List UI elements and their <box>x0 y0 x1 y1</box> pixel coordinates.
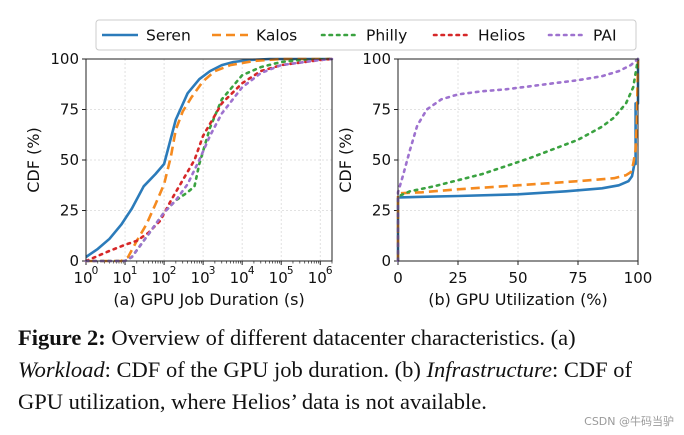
series-line-kalos <box>86 57 332 263</box>
x-tick-label: 75 <box>568 269 587 287</box>
plot-frame <box>85 58 333 262</box>
plot-frame <box>397 58 639 262</box>
legend-label-helios: Helios <box>478 27 525 45</box>
caption-infrastructure: Infrastructure <box>426 357 552 382</box>
x-tick-label: 100 <box>624 269 653 287</box>
x-tick-exponent: 1 <box>131 265 138 277</box>
x-axis-label: (b) GPU Utilization (%) <box>428 290 608 309</box>
legend-label-pai: PAI <box>593 27 617 45</box>
caption-part1: Overview of different datacenter charact… <box>105 325 576 350</box>
series-line-philly <box>396 57 640 263</box>
y-axis-label: CDF (%) <box>24 127 43 192</box>
y-tick-label: 50 <box>372 151 391 169</box>
x-tick-label: 25 <box>448 269 467 287</box>
caption-label: Figure 2: <box>18 325 106 350</box>
x-tick-exponent: 3 <box>209 265 216 277</box>
x-axis-label: (a) GPU Job Duration (s) <box>113 290 304 309</box>
x-tick-exponent: 5 <box>287 265 294 277</box>
x-tick-label: 10 <box>73 269 92 287</box>
legend-box <box>95 19 637 51</box>
x-tick-label: 10 <box>230 269 249 287</box>
y-tick-label: 100 <box>50 50 79 68</box>
x-tick-label: 10 <box>308 269 327 287</box>
x-tick-label: 10 <box>269 269 288 287</box>
caption-part2: : CDF of the GPU job duration. (b) <box>104 357 427 382</box>
legend-label-seren: Seren <box>146 27 191 45</box>
panel-b-gpu-utilization: 0 25 50 75 100 0 25 50 75 100 CDF (%) (b) GPU Utili… <box>336 50 652 309</box>
x-tick-exponent: 0 <box>92 265 99 277</box>
y-tick-label: 25 <box>372 202 391 220</box>
x-tick-label: 10 <box>152 269 171 287</box>
y-tick-label: 100 <box>362 50 391 68</box>
legend-label-kalos: Kalos <box>256 27 297 45</box>
y-tick-label: 75 <box>60 101 79 119</box>
x-tick-exponent: 4 <box>248 265 255 277</box>
x-tick-label: 10 <box>112 269 131 287</box>
series-line-seren <box>85 57 332 259</box>
x-tick-exponent: 2 <box>170 265 177 277</box>
series-line-pai <box>84 57 334 263</box>
y-tick-label: 25 <box>60 202 79 220</box>
x-tick-label: 50 <box>508 269 527 287</box>
y-tick-label: 0 <box>381 252 391 270</box>
legend: Seren Kalos Philly Helios PAI <box>95 19 637 51</box>
watermark: CSDN @牛码当驴 <box>584 415 674 428</box>
legend-label-philly: Philly <box>366 27 407 45</box>
y-tick-label: 50 <box>60 151 79 169</box>
x-tick-exponent: 6 <box>326 265 333 277</box>
y-tick-label: 75 <box>372 101 391 119</box>
y-tick-label: 0 <box>69 252 79 270</box>
figure-caption: Figure 2: Overview of different datacent… <box>18 322 668 418</box>
y-axis-label: CDF (%) <box>336 127 355 192</box>
caption-part3: : CDF of GPU utilization, where Helios’ … <box>18 357 632 414</box>
x-tick-label: 10 <box>191 269 210 287</box>
x-tick-label: 0 <box>393 269 403 287</box>
caption-workload: Workload <box>18 357 105 382</box>
